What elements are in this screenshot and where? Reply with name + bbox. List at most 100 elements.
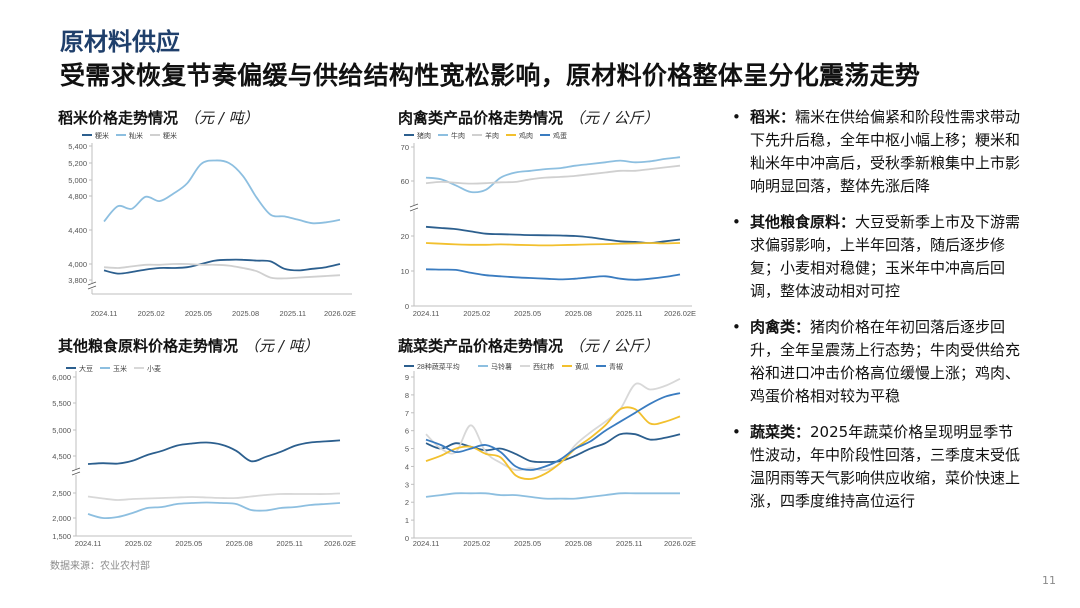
y-tick-label: 60	[401, 177, 409, 186]
x-tick-label: 2025.05	[175, 539, 202, 548]
legend-label: 28种蔬菜平均	[417, 362, 460, 371]
rice-price-chart: 3,800 4,000 4,400 4,800 5,000 5,200 5,400 2024.…	[68, 131, 356, 318]
legend-item: 西红柿	[520, 362, 554, 371]
series-line	[425, 225, 681, 244]
x-tick-label: 2025.08	[226, 539, 253, 548]
rice-chart-title: 稻米价格走势情况 （元 / 吨）	[58, 107, 259, 128]
series-line	[103, 263, 341, 280]
legend-item: 籼米	[116, 131, 143, 140]
series-line	[425, 392, 681, 471]
y-tick-label: 0	[405, 534, 409, 543]
legend-item: 小麦	[134, 364, 161, 373]
x-tick-label: 2025.02	[463, 309, 490, 318]
axis-break-icon	[409, 203, 419, 212]
legend-label: 猪肉	[417, 131, 431, 140]
legend-item: 玉米	[100, 364, 127, 373]
y-tick-label: 2,500	[52, 489, 71, 498]
legend-label: 粳米	[95, 131, 109, 140]
grain-chart-title: 其他粮食原料价格走势情况 （元 / 吨）	[58, 335, 319, 356]
x-tick-label: 2025.02	[125, 539, 152, 548]
x-tick-label: 2025.05	[185, 309, 212, 318]
bullet-label: 其他粮食原料：	[750, 213, 856, 231]
x-tick-label: 2026.02E	[324, 539, 356, 548]
bullet-meat: • 肉禽类：猪肉价格在年初回落后逐步回升，全年呈震荡上行态势；牛肉受供给充裕和进口…	[728, 316, 1028, 408]
legend-item: 大豆	[66, 364, 93, 373]
x-tick-label: 2025.11	[280, 309, 307, 318]
legend-label: 牛肉	[451, 131, 465, 140]
legend-label: 羊肉	[485, 131, 499, 140]
bullet-text: 糯米在供给偏紧和阶段性需求带动下先升后稳，全年中枢小幅上移；粳米和籼米年中冲高后…	[750, 108, 1021, 195]
series-line	[103, 159, 341, 225]
x-tick-label: 2026.02E	[324, 309, 356, 318]
x-tick-label: 2025.05	[514, 539, 541, 548]
vegetable-price-chart: 0 1 2 3 4 5 6 7 8 9 2024.11 2025.02 2025.05 2025.08 20…	[404, 362, 696, 548]
y-tick-label: 5,000	[52, 426, 71, 435]
series-line	[425, 268, 681, 281]
bullet-label: 肉禽类：	[750, 318, 811, 336]
axis-break-icon	[87, 281, 97, 290]
legend-item: 粳米	[82, 131, 109, 140]
bullet-text: 大豆受新季上市及下游需求偏弱影响，上半年回落，随后逐步修复；小麦相对稳健；玉米年…	[750, 213, 1021, 300]
legend-label: 粳米	[163, 131, 177, 140]
y-tick-label: 5	[405, 445, 409, 454]
x-tick-label: 2025.08	[232, 309, 259, 318]
rice-chart-unit: （元 / 吨）	[184, 109, 259, 127]
x-tick-label: 2025.11	[616, 309, 643, 318]
legend-item: 牛肉	[438, 131, 465, 140]
y-tick-label: 3,800	[68, 276, 87, 285]
legend-label: 玉米	[113, 364, 127, 373]
y-tick-label: 4,000	[68, 260, 87, 269]
bullet-grain: • 其他粮食原料：大豆受新季上市及下游需求偏弱影响，上半年回落，随后逐步修复；小麦…	[728, 211, 1028, 303]
x-tick-label: 2025.05	[514, 309, 541, 318]
legend-item: 28种蔬菜平均	[404, 362, 460, 371]
bullet-label: 稻米：	[750, 108, 796, 126]
page-title: 受需求恢复节奏偏缓与供给结构性宽松影响，原材料价格整体呈分化震荡走势	[60, 61, 921, 90]
bullet-label: 蔬菜类：	[750, 423, 811, 441]
veg-chart-unit: （元 / 公斤）	[569, 337, 659, 355]
y-tick-label: 4,800	[68, 192, 87, 201]
y-tick-label: 10	[401, 267, 409, 276]
y-tick-label: 0	[405, 302, 409, 311]
y-tick-label: 5,200	[68, 159, 87, 168]
legend-item: 鸡蛋	[540, 131, 567, 140]
series-line	[425, 164, 681, 185]
legend-item: 猪肉	[404, 131, 431, 140]
x-tick-label: 2024.11	[413, 539, 440, 548]
grain-chart-unit: （元 / 吨）	[244, 337, 319, 355]
meat-chart-title: 肉禽类产品价格走势情况 （元 / 公斤）	[398, 107, 659, 128]
bullet-text: 2025年蔬菜价格呈现明显季节性波动，年中阶段性回落，三季度末受低温阴雨等天气影…	[750, 423, 1021, 510]
y-tick-label: 9	[405, 373, 409, 382]
x-tick-label: 2025.02	[463, 539, 490, 548]
series-line	[87, 501, 341, 520]
series-line	[425, 377, 681, 472]
series-line	[103, 258, 341, 275]
bullet-dot-icon: •	[732, 318, 741, 336]
bullet-text: 猪肉价格在年初回落后逐步回升，全年呈震荡上行态势；牛肉受供给充裕和进口冲击价格高…	[750, 318, 1021, 405]
legend-item: 鸡肉	[506, 131, 533, 140]
axis-break-icon	[71, 467, 81, 476]
x-tick-label: 2026.02E	[664, 309, 696, 318]
legend-item: 粳米	[150, 131, 177, 140]
y-tick-label: 4,400	[68, 226, 87, 235]
x-tick-label: 2025.02	[138, 309, 165, 318]
meat-chart-unit: （元 / 公斤）	[569, 109, 659, 127]
legend-item: 羊肉	[472, 131, 499, 140]
y-tick-label: 20	[401, 232, 409, 241]
y-tick-label: 2,000	[52, 514, 71, 523]
x-tick-label: 2024.11	[75, 539, 102, 548]
y-tick-label: 6,000	[52, 373, 71, 382]
bullet-vegetable: • 蔬菜类：2025年蔬菜价格呈现明显季节性波动，年中阶段性回落，三季度末受低温阴…	[728, 421, 1028, 513]
x-tick-label: 2025.08	[565, 539, 592, 548]
series-line	[425, 242, 681, 247]
x-tick-label: 2024.11	[413, 309, 440, 318]
legend-label: 籼米	[129, 131, 143, 140]
x-tick-label: 2024.11	[91, 309, 118, 318]
series-line	[425, 406, 681, 480]
grain-chart-title-text: 其他粮食原料价格走势情况	[58, 337, 239, 355]
meat-chart-title-text: 肉禽类产品价格走势情况	[398, 109, 564, 127]
legend-label: 鸡肉	[519, 131, 533, 140]
bullet-rice: • 稻米：糯米在供给偏紧和阶段性需求带动下先升后稳，全年中枢小幅上移；粳米和籼米年…	[728, 106, 1028, 198]
data-source: 数据来源：农业农村部	[50, 561, 150, 572]
legend-label: 黄瓜	[575, 362, 589, 371]
series-line	[87, 439, 341, 465]
